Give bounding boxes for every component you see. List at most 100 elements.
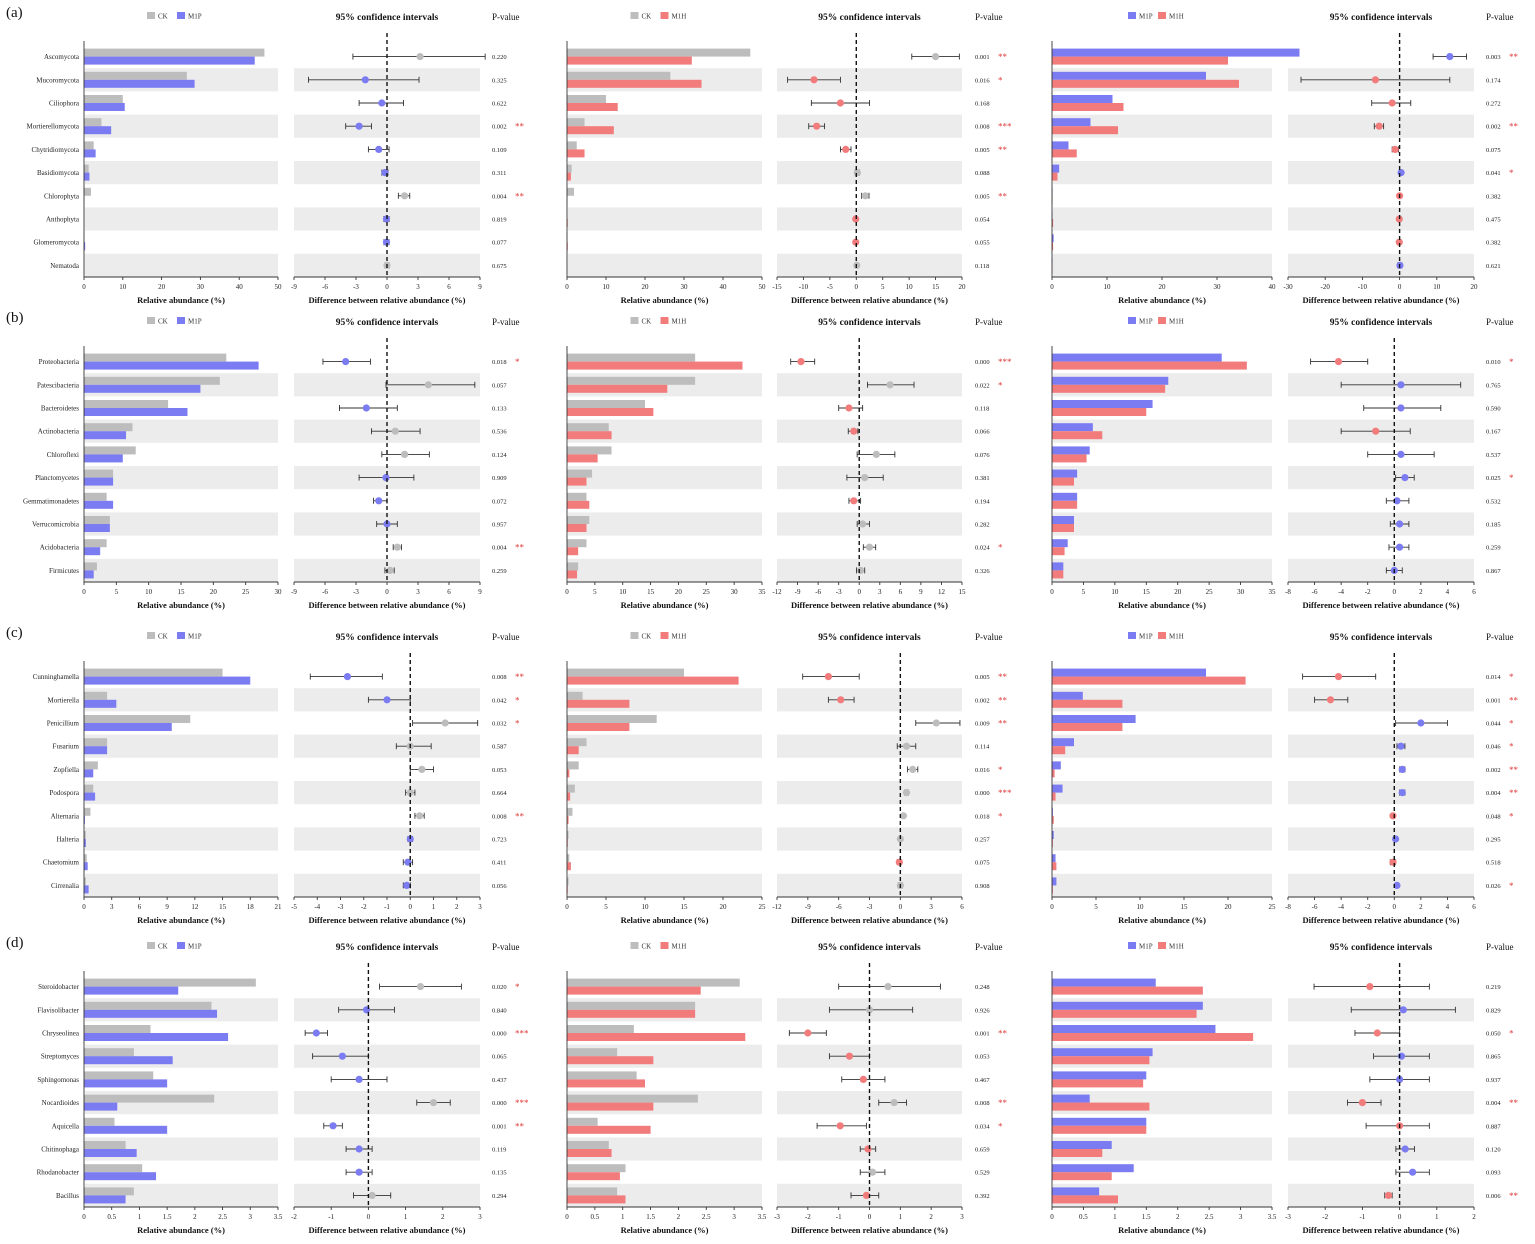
- legend: M1P M1H: [1128, 942, 1184, 951]
- diff-point: [1446, 53, 1454, 61]
- stripe: [85, 253, 278, 277]
- x-tick-label: 20: [1174, 588, 1182, 596]
- diff-x-tick-label: 1: [404, 1213, 408, 1221]
- pvalue: 0.529: [975, 1170, 990, 1177]
- x-tick-label: 30: [1237, 588, 1245, 596]
- bar-M1H-planctomycetes: [1052, 477, 1074, 486]
- bar-M1H-mortierellomycota: [567, 126, 614, 135]
- legend-swatch-M1P: [177, 942, 185, 949]
- diff-x-tick-label: 20: [959, 283, 967, 291]
- significance-stars: *: [1509, 168, 1514, 178]
- stripe: [1053, 466, 1272, 490]
- significance-stars: **: [515, 672, 525, 682]
- bar-CK-chlorophyta: [567, 187, 575, 196]
- diff-point: [862, 1191, 871, 1199]
- stripe: [777, 781, 962, 805]
- diff-point: [1395, 215, 1403, 223]
- stripe: [568, 466, 762, 490]
- pvalue: 0.054: [975, 217, 990, 224]
- diff-x-tick-label: 6: [447, 283, 451, 291]
- bar-M1P-basidiomycota: [1052, 164, 1060, 173]
- diff-x-tick-label: -4: [314, 903, 320, 911]
- diff-point: [355, 1145, 363, 1153]
- stripe: [568, 734, 762, 758]
- bar-M1P-chaetomium: [1052, 854, 1056, 863]
- stripe: [1288, 207, 1474, 231]
- stripe: [777, 253, 962, 277]
- x-tick-label: 30: [1214, 283, 1222, 291]
- x-tick-label: 5: [115, 588, 119, 596]
- diff-axis-title: Difference between relative abundance (%…: [791, 295, 948, 305]
- diff-point: [1334, 358, 1343, 366]
- bar-CK-aquicella: [567, 1117, 598, 1126]
- diff-axis-title: Difference between relative abundance (%…: [1303, 295, 1460, 305]
- x-axis-title: Relative abundance (%): [621, 295, 709, 305]
- legend: CK M1H: [630, 942, 686, 951]
- bar-CK-sphingomonas: [567, 1071, 637, 1080]
- bar-CK-chitinophaga: [84, 1141, 126, 1149]
- diff-point: [884, 983, 892, 991]
- x-tick-label: 15: [178, 588, 186, 596]
- diff-x-tick-label: -30: [1283, 283, 1293, 291]
- diff-point: [429, 1099, 438, 1107]
- bar-CK-aquicella: [84, 1117, 115, 1126]
- bar-M1P-acidobacteria: [84, 547, 101, 556]
- x-axis-title: Relative abundance (%): [137, 915, 225, 925]
- stripe: [1288, 161, 1474, 185]
- bar-M1H-alternaria: [567, 815, 569, 824]
- pvalue: 0.005: [975, 674, 990, 681]
- legend-label-M1P: M1P: [188, 318, 202, 326]
- x-tick-label: 0.5: [590, 1213, 599, 1221]
- significance-stars: **: [1509, 788, 1519, 798]
- legend-swatch-CK: [147, 942, 155, 949]
- bar-M1P-rhodanobacter: [1052, 1164, 1134, 1173]
- pvalue: 0.272: [1486, 101, 1501, 108]
- ci-title: 95% confidence intervals: [818, 943, 921, 953]
- category-label: Chryseolinea: [42, 1030, 80, 1038]
- bar-M1H-bacillus: [567, 1195, 626, 1204]
- legend-swatch-M1H: [660, 317, 669, 324]
- bar-CK-podospora: [567, 784, 575, 793]
- diff-point: [355, 1075, 363, 1083]
- pvalue: 0.022: [975, 382, 990, 389]
- diff-x-tick-label: -3: [1285, 1213, 1291, 1221]
- stripe: [777, 734, 962, 758]
- x-tick-label: 25: [759, 903, 767, 911]
- bar-M1H-ciliophora: [1052, 103, 1124, 111]
- diff-point: [400, 192, 409, 200]
- diff-point: [902, 742, 911, 750]
- pvalue: 0.005: [975, 193, 990, 200]
- x-tick-label: 30: [275, 588, 283, 596]
- pvalue: 0.381: [975, 475, 990, 482]
- legend-swatch-M1H: [660, 632, 669, 639]
- panel-1: (a) CK M1P 95% confidence intervals P-value A…: [6, 5, 1519, 305]
- diff-x-tick-label: -5: [291, 903, 297, 911]
- bar-M1H-anthophyta: [1052, 219, 1054, 227]
- pvalue: 0.057: [492, 382, 507, 389]
- pvalue-header: P-value: [492, 942, 520, 952]
- category-label: Actinobacteria: [38, 428, 80, 436]
- pvalue: 0.325: [492, 77, 507, 84]
- bar-M1P-mucoromycota: [1052, 71, 1206, 80]
- pvalue-header: P-value: [1486, 632, 1514, 642]
- stripe: [1053, 207, 1272, 231]
- diff-x-tick-label: 0: [868, 1213, 872, 1221]
- legend-label-M1H: M1H: [672, 318, 687, 326]
- bar-M1P-mortierellomycota: [1052, 118, 1091, 127]
- pvalue: 0.014: [1486, 674, 1501, 681]
- diff-x-tick-label: -4: [1338, 903, 1344, 911]
- bar-M1H-podospora: [567, 792, 571, 801]
- diff-point: [1393, 881, 1401, 890]
- diff-x-tick-label: -6: [1312, 903, 1318, 911]
- diff-point: [378, 99, 386, 107]
- pvalue: 0.411: [492, 860, 506, 867]
- x-tick-label: 3.5: [758, 1213, 767, 1221]
- significance-stars: *: [1509, 719, 1514, 729]
- bar-CK-patescibacteria: [567, 376, 696, 385]
- diff-x-tick-label: -1: [328, 1213, 334, 1221]
- bar-CK-chloroflexi: [84, 446, 136, 455]
- bar-M1H-proteobacteria: [1052, 361, 1247, 370]
- legend-swatch-CK: [630, 632, 639, 639]
- pvalue: 0.053: [975, 1054, 990, 1061]
- significance-stars: **: [998, 145, 1008, 155]
